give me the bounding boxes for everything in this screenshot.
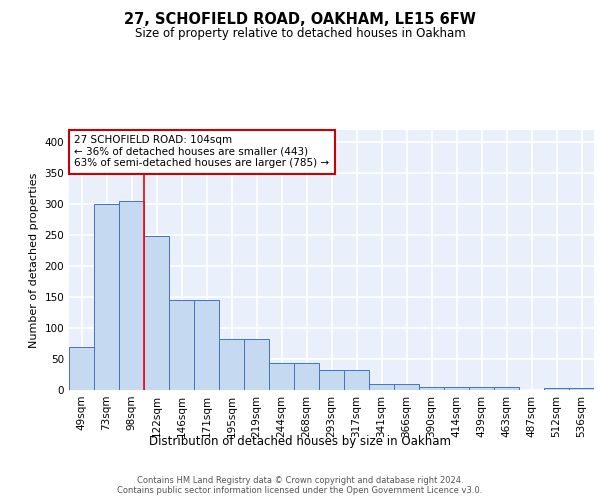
Bar — [144, 236, 169, 390]
Y-axis label: Number of detached properties: Number of detached properties — [29, 172, 39, 348]
Bar — [169, 300, 194, 390]
Bar — [394, 384, 419, 390]
Bar — [444, 387, 469, 390]
Text: Distribution of detached houses by size in Oakham: Distribution of detached houses by size … — [149, 435, 451, 448]
Text: Contains HM Land Registry data © Crown copyright and database right 2024.
Contai: Contains HM Land Registry data © Crown c… — [118, 476, 482, 495]
Bar — [344, 370, 369, 390]
Bar — [94, 204, 119, 390]
Bar — [244, 339, 269, 390]
Bar — [269, 363, 294, 390]
Text: 27, SCHOFIELD ROAD, OAKHAM, LE15 6FW: 27, SCHOFIELD ROAD, OAKHAM, LE15 6FW — [124, 12, 476, 28]
Bar — [419, 387, 444, 390]
Bar — [69, 346, 94, 390]
Text: 27 SCHOFIELD ROAD: 104sqm
← 36% of detached houses are smaller (443)
63% of semi: 27 SCHOFIELD ROAD: 104sqm ← 36% of detac… — [74, 135, 329, 168]
Bar — [544, 388, 569, 390]
Bar — [194, 300, 219, 390]
Bar — [469, 387, 494, 390]
Bar — [294, 363, 319, 390]
Bar — [369, 384, 394, 390]
Bar — [494, 387, 519, 390]
Bar — [219, 339, 244, 390]
Bar — [319, 370, 344, 390]
Text: Size of property relative to detached houses in Oakham: Size of property relative to detached ho… — [134, 28, 466, 40]
Bar — [119, 201, 144, 390]
Bar — [569, 388, 594, 390]
